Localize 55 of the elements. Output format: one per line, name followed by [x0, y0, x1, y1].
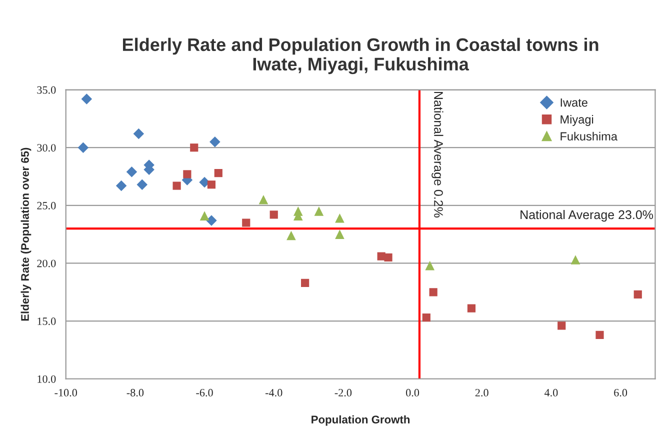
- point: [558, 322, 566, 330]
- point: [258, 194, 268, 204]
- point: [206, 215, 217, 226]
- y-tick-label: 20.0: [37, 260, 56, 268]
- point: [81, 94, 92, 104]
- y-tick-label: 30.0: [37, 144, 56, 152]
- point: [207, 180, 216, 189]
- point: [116, 180, 127, 192]
- point: [136, 179, 148, 190]
- point: [384, 253, 392, 262]
- point: [183, 170, 192, 178]
- legend-label: Fukushima: [560, 132, 618, 141]
- x-tick-label: 2.0: [475, 388, 488, 396]
- point: [301, 278, 310, 287]
- point: [634, 290, 642, 299]
- x-tick-label: 0.0: [406, 388, 420, 396]
- legend-label: Miyagi: [560, 114, 594, 126]
- point: [570, 255, 580, 264]
- chart-title: Elderly Rate and Population Growth in Coastal towns in Iwate, Miyagi, Fukushima: [122, 38, 598, 74]
- x-tick-label: -10.0: [54, 388, 78, 396]
- y-tick-label: 10.0: [38, 375, 56, 383]
- point: [200, 211, 210, 220]
- point: [425, 260, 435, 270]
- point: [422, 314, 430, 322]
- y-tick-label: 35.0: [37, 86, 56, 94]
- point: [467, 304, 476, 312]
- point: [172, 182, 181, 190]
- point: [133, 128, 144, 140]
- point: [429, 288, 438, 296]
- x-tick-label: -2.0: [334, 388, 352, 396]
- x-tick-label: -6.0: [196, 388, 213, 396]
- ref-line-label: National Average 23.0%: [520, 210, 654, 222]
- point: [270, 210, 278, 219]
- point: [199, 176, 210, 188]
- ref-line-label: National Average 0.2%: [432, 92, 444, 218]
- point: [214, 168, 222, 178]
- point: [335, 230, 344, 239]
- point: [286, 230, 296, 240]
- point: [126, 166, 138, 178]
- legend-label: Iwate: [560, 98, 588, 107]
- point: [242, 218, 250, 227]
- x-axis-title: Population Growth: [312, 415, 410, 426]
- y-axis-title: Elderly Rate (Population over 65): [20, 148, 32, 321]
- x-tick-label: -4.0: [265, 388, 282, 396]
- point: [596, 330, 604, 339]
- y-tick-label: 15.0: [38, 318, 56, 326]
- y-tick-label: 25.0: [37, 202, 56, 210]
- point: [314, 206, 324, 216]
- x-tick-label: 6.0: [614, 388, 628, 396]
- x-tick-label: 4.0: [544, 388, 558, 396]
- point: [335, 213, 344, 223]
- point: [78, 142, 89, 153]
- x-tick-label: -8.0: [126, 388, 144, 396]
- point: [190, 144, 198, 152]
- point: [210, 136, 220, 148]
